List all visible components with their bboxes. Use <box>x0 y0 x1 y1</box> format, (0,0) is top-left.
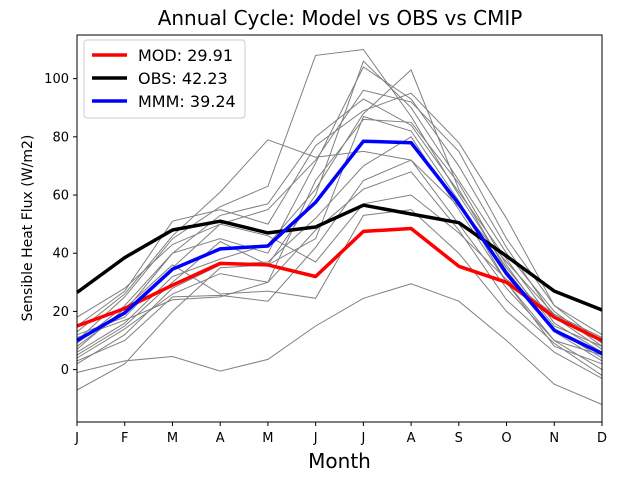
ensemble-line-15 <box>76 209 603 379</box>
x-tick-label: A <box>216 431 225 446</box>
y-tick-label: 100 <box>44 72 69 87</box>
ensemble-line-10 <box>76 136 603 371</box>
series-line-mod <box>76 226 603 343</box>
x-axis-label: Month <box>308 449 371 473</box>
x-tick-label: M <box>167 431 178 446</box>
legend: MOD: 29.91 OBS: 42.23 MMM: 39.24 <box>83 39 246 119</box>
legend-label-mmm: MMM: 39.24 <box>138 92 236 111</box>
ensemble-line-13 <box>76 139 603 339</box>
y-axis: 0 20 40 60 80 100 <box>44 72 77 378</box>
ensemble-line-6 <box>76 48 603 347</box>
x-tick-label: F <box>121 431 128 446</box>
series-line-obs <box>75 203 603 312</box>
x-tick-label: A <box>407 431 416 446</box>
y-tick-label: 60 <box>52 189 69 204</box>
legend-label-obs: OBS: 42.23 <box>138 69 228 88</box>
x-tick-label: N <box>549 431 559 446</box>
plot-frame <box>76 34 603 423</box>
legend-box <box>83 39 246 119</box>
legend-label-mod: MOD: 29.91 <box>138 46 233 65</box>
ensemble-line-1 <box>76 115 603 391</box>
ensemble-line-2 <box>76 283 603 405</box>
x-tick-label: D <box>597 431 607 446</box>
ensemble-line-3 <box>76 159 603 362</box>
x-tick-label: J <box>313 431 318 446</box>
y-tick-label: 40 <box>52 247 69 262</box>
chart-title: Annual Cycle: Model vs OBS vs CMIP <box>158 6 523 30</box>
x-tick-label: O <box>501 431 511 446</box>
x-tick-label: M <box>262 431 273 446</box>
ensemble-line-5 <box>76 66 603 350</box>
ensemble-line-16 <box>76 171 603 376</box>
ensemble-line-12 <box>76 98 603 353</box>
x-tick-label: J <box>360 431 365 446</box>
series-line-mmm <box>76 139 603 356</box>
x-tick-label: S <box>455 431 463 446</box>
y-tick-label: 20 <box>52 305 69 320</box>
y-tick-label: 0 <box>61 363 69 378</box>
highlight-lines <box>75 139 603 356</box>
y-tick-label: 80 <box>52 130 69 145</box>
x-tick-label: J <box>74 431 79 446</box>
ensemble-line-11 <box>76 118 603 362</box>
y-axis-label: Sensible Heat Flux (W/m2) <box>20 135 36 322</box>
